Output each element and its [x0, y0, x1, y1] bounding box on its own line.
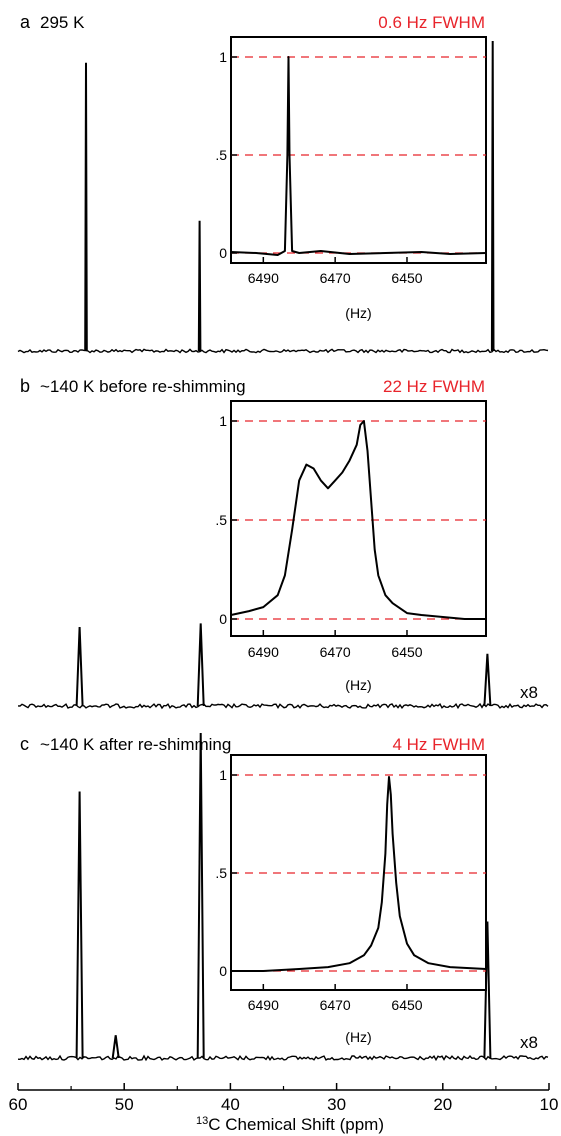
panel-c-fwhm: 4 Hz FWHM [392, 735, 485, 754]
inset-b: 0 .5 1 6490 6470 6450 (Hz) [215, 400, 487, 693]
inset-c: 0 .5 1 6490 6470 6450 (Hz) [215, 754, 487, 1045]
spectrum-peak-b-1 [196, 623, 205, 707]
inset-xtick-label-c-1: 6470 [320, 997, 351, 1013]
inset-ytick-label-b-1: .5 [215, 512, 227, 528]
spectrum-peak-c-1 [111, 1035, 120, 1059]
inset-ytick-label-a-0: 0 [219, 245, 227, 261]
inset-xtick-label-c-2: 6450 [391, 997, 422, 1013]
insets-layer: 0 .5 1 6490 6470 6450 (Hz) 0 .5 1 6490 6470 6450 (Hz)… [215, 36, 487, 1045]
x-tick-label-5: 10 [540, 1095, 559, 1114]
inset-ytick-label-b-0: 0 [219, 611, 227, 627]
spectra-layer [17, 40, 549, 1062]
inset-xtick-label-b-2: 6450 [391, 644, 422, 660]
inset-xtick-label-a-1: 6470 [320, 270, 351, 286]
panel-b-scale-label: x8 [520, 683, 538, 702]
panel-c-letter: c [20, 734, 29, 754]
inset-ytick-label-b-2: 1 [219, 413, 227, 429]
inset-ytick-label-a-1: .5 [215, 147, 227, 163]
spectrum-peak-c-0 [75, 791, 84, 1059]
x-tick-label-1: 50 [115, 1095, 134, 1114]
inset-series-line-b-0 [230, 420, 486, 620]
panel-b-fwhm: 22 Hz FWHM [383, 377, 485, 396]
inset-xtick-label-a-0: 6490 [248, 270, 279, 286]
spectrum-panel-b [17, 623, 549, 710]
inset-xlabel-c: (Hz) [345, 1029, 371, 1045]
spectrum-peak-a-1 [197, 220, 202, 352]
spectrum-baseline-b [17, 702, 549, 710]
inset-xlabel-a: (Hz) [345, 305, 371, 321]
panel-c-title: ~140 K after re-shimming [40, 735, 231, 754]
x-tick-label-2: 40 [221, 1095, 240, 1114]
inset-ytick-label-c-0: 0 [219, 963, 227, 979]
spectrum-peak-b-2 [483, 653, 492, 707]
x-axis-label-superscript: 13 [196, 1115, 208, 1127]
inset-ytick-label-c-1: .5 [215, 865, 227, 881]
inset-ytick-label-c-2: 1 [219, 767, 227, 783]
panel-c-scale-label: x8 [520, 1033, 538, 1052]
inset-ytick-label-a-2: 1 [219, 49, 227, 65]
inset-xtick-label-a-2: 6450 [391, 270, 422, 286]
panel-a-letter: a [20, 12, 31, 32]
panel-a-fwhm: 0.6 Hz FWHM [378, 13, 485, 32]
inset-a: 0 .5 1 6490 6470 6450 (Hz) [215, 36, 487, 321]
inset-series-line-c-0 [231, 776, 487, 972]
inset-series-line-a-0 [230, 56, 487, 256]
x-axis-label-text: C Chemical Shift (ppm) [208, 1115, 384, 1134]
spectrum-peak-a-0 [84, 62, 88, 352]
chemical-shift-axis: 60 50 40 30 20 10 [9, 1083, 559, 1114]
panel-a-title: 295 K [40, 13, 85, 32]
inset-xlabel-b: (Hz) [345, 677, 371, 693]
spectrum-peak-c-2 [196, 732, 205, 1059]
panel-b-letter: b [20, 376, 30, 396]
inset-frame-a [230, 36, 487, 264]
spectrum-baseline-a [17, 348, 549, 354]
spectrum-peak-c-3 [483, 921, 492, 1059]
spectrum-peak-a-2 [490, 40, 495, 352]
spectrum-panel-c [17, 732, 549, 1062]
x-axis-label: 13C Chemical Shift (ppm) [196, 1115, 384, 1134]
spectrum-peak-b-0 [75, 627, 84, 707]
x-tick-label-3: 30 [327, 1095, 346, 1114]
panel-b-title: ~140 K before re-shimming [40, 377, 246, 396]
x-tick-label-4: 20 [433, 1095, 452, 1114]
spectrum-baseline-c [17, 1054, 549, 1062]
inset-xtick-label-c-0: 6490 [248, 997, 279, 1013]
spectrum-panel-a [17, 40, 549, 354]
inset-xtick-label-b-0: 6490 [248, 644, 279, 660]
inset-xtick-label-b-1: 6470 [320, 644, 351, 660]
x-tick-label-0: 60 [9, 1095, 28, 1114]
